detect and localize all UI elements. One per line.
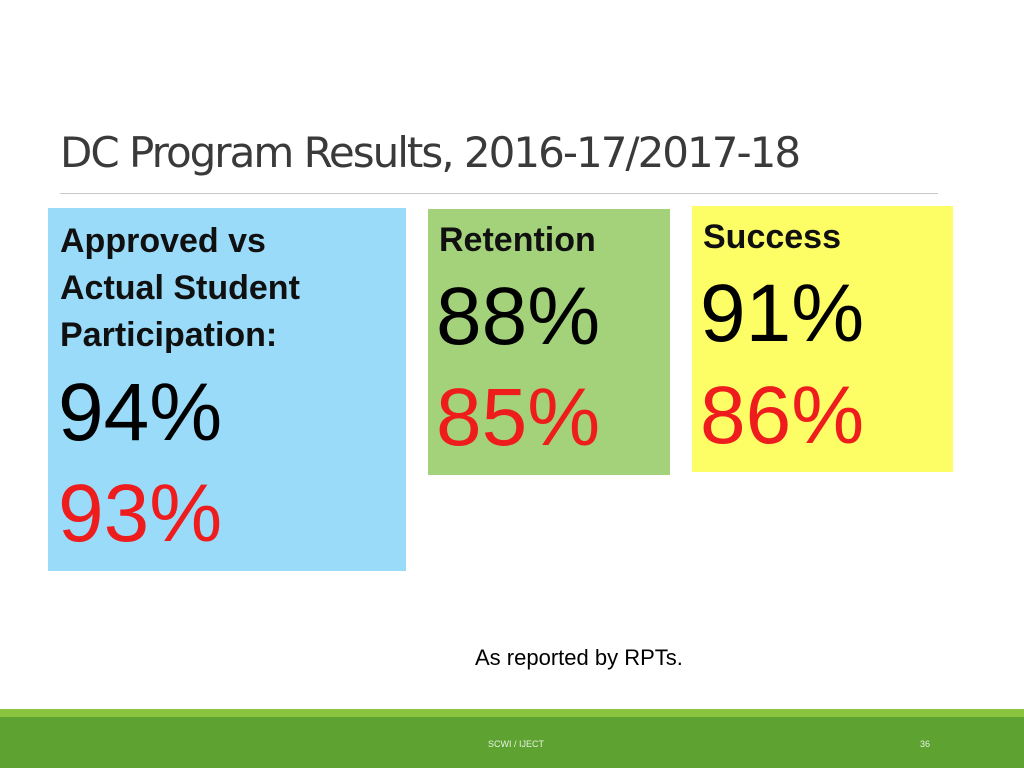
success-value-2017-18: 86% (700, 370, 865, 461)
footer-accent-line (0, 709, 1024, 717)
participation-box: Approved vs Actual Student Participation… (48, 208, 406, 571)
participation-label-line-3: Participation: (60, 316, 278, 354)
success-value-2016-17: 91% (700, 268, 865, 359)
footnote: As reported by RPTs. (475, 645, 683, 670)
retention-value-2016-17: 88% (436, 271, 601, 362)
footer-bar (0, 717, 1024, 768)
participation-value-2017-18: 93% (58, 468, 223, 559)
retention-value-2017-18: 85% (436, 372, 601, 463)
page-number: 36 (920, 739, 931, 749)
participation-label-line-2: Actual Student (60, 269, 300, 307)
participation-value-2016-17: 94% (58, 367, 223, 458)
title-divider (60, 193, 938, 194)
slide-title: DC Program Results, 2016-17/2017-18 (60, 128, 801, 177)
success-label: Success (703, 218, 841, 256)
success-box: Success 91% 86% (692, 206, 953, 472)
retention-box: Retention 88% 85% (428, 209, 670, 475)
retention-label: Retention (439, 221, 596, 259)
participation-label-line-1: Approved vs (60, 222, 266, 260)
footer-text: SCWI / IJECT (488, 739, 544, 749)
